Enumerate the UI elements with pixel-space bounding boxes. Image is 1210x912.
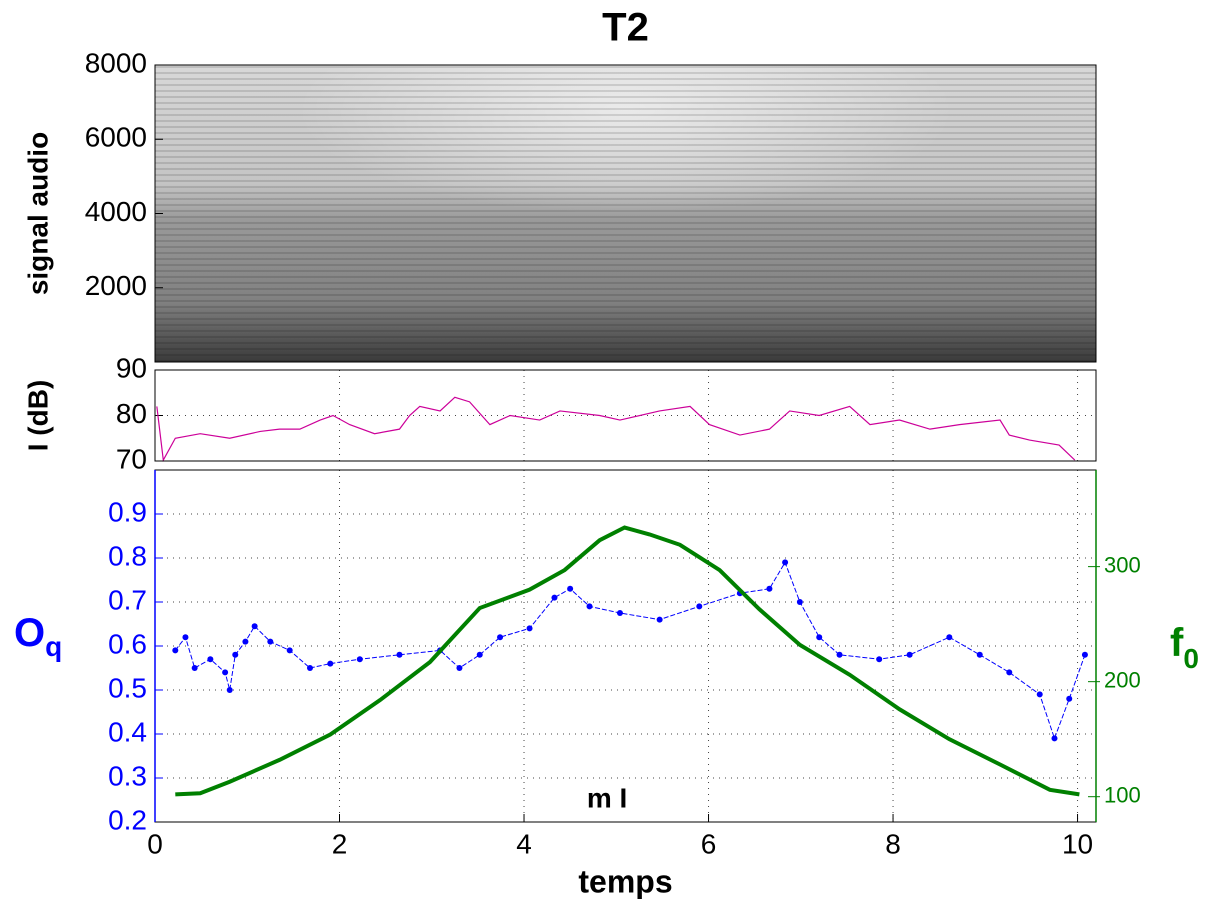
- y2-label: f0: [1170, 621, 1199, 675]
- x-tick-label: 4: [516, 828, 532, 859]
- y2-tick-label: 100: [1104, 783, 1141, 808]
- y-tick-label: 0.3: [108, 760, 147, 791]
- x-tick-label: 10: [1062, 828, 1093, 859]
- y-label: signal audio: [22, 132, 53, 295]
- point: [946, 634, 953, 641]
- series-line: [156, 396, 1076, 463]
- series-line: [174, 561, 1086, 740]
- y-tick-label: 6000: [85, 122, 147, 153]
- point: [782, 559, 789, 566]
- point: [251, 623, 258, 630]
- point: [1081, 651, 1088, 658]
- point: [242, 638, 249, 645]
- point: [567, 585, 574, 592]
- point: [456, 665, 463, 671]
- y-label: I (dB): [22, 380, 53, 452]
- point: [497, 634, 504, 641]
- point: [551, 594, 558, 601]
- y-tick-label: 70: [116, 443, 147, 474]
- point: [226, 687, 233, 693]
- x-tick-label: 8: [885, 828, 901, 859]
- y-label-main: O: [14, 611, 45, 655]
- y-label-sub: q: [45, 631, 62, 662]
- chart-title: T2: [602, 6, 649, 50]
- y-tick-label: 4000: [85, 196, 147, 227]
- point: [836, 651, 843, 658]
- point: [476, 651, 483, 658]
- series-line: [175, 525, 1080, 797]
- y2-tick-label: 300: [1104, 552, 1141, 577]
- x-tick-label: 2: [332, 828, 348, 859]
- y-tick-label: 0.2: [108, 804, 147, 835]
- y-tick-label: 2000: [85, 270, 147, 301]
- point: [1036, 691, 1043, 698]
- point: [327, 660, 334, 667]
- point: [207, 656, 214, 663]
- plot-frame: [154, 64, 1097, 363]
- point: [396, 651, 403, 658]
- y2-label-main: f: [1170, 621, 1184, 665]
- point: [356, 656, 363, 663]
- x-tick-label: 6: [701, 828, 717, 859]
- point: [182, 634, 189, 641]
- y-tick-label: 8000: [85, 47, 147, 78]
- point: [1051, 735, 1058, 742]
- point: [766, 585, 773, 592]
- y-tick-label: 0.7: [108, 584, 147, 615]
- plot-frame: [154, 469, 1097, 823]
- point: [306, 665, 313, 671]
- point: [232, 651, 239, 658]
- point: [796, 599, 803, 605]
- point: [1006, 669, 1013, 676]
- y-label: Oq: [14, 611, 62, 663]
- point: [696, 603, 703, 610]
- point: [656, 616, 663, 623]
- point: [222, 669, 229, 676]
- y-tick-label: 90: [116, 352, 147, 383]
- plot-frame: [154, 369, 1097, 462]
- point: [1066, 695, 1073, 702]
- y-tick-label: 0.8: [108, 540, 147, 571]
- spectrogram-image: [155, 65, 1096, 362]
- x-tick-label: 0: [147, 828, 163, 859]
- y2-tick-label: 200: [1104, 667, 1141, 692]
- y-tick-label: 0.9: [108, 496, 147, 527]
- x-label: temps: [578, 863, 672, 899]
- point: [616, 610, 623, 616]
- point: [976, 651, 983, 658]
- point: [191, 665, 198, 671]
- point: [267, 638, 274, 645]
- point: [876, 656, 883, 663]
- annotation: m I: [587, 782, 627, 813]
- y2-label-sub: 0: [1183, 643, 1199, 674]
- point: [586, 603, 593, 610]
- y-tick-label: 0.6: [108, 628, 147, 659]
- point: [286, 647, 293, 654]
- y-tick-label: 80: [116, 398, 147, 429]
- point: [816, 634, 823, 641]
- y-tick-label: 0.4: [108, 716, 147, 747]
- point: [526, 625, 533, 632]
- y-tick-label: 0.5: [108, 672, 147, 703]
- point: [906, 651, 913, 658]
- point: [172, 647, 179, 654]
